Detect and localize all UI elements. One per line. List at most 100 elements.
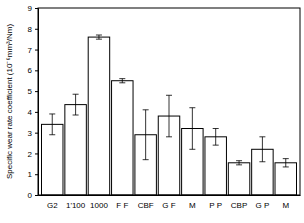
y-tick-mark	[35, 70, 38, 71]
x-tick: M	[189, 195, 196, 210]
y-tick: 3	[28, 129, 38, 138]
error-cap	[96, 39, 102, 40]
y-tick: 0	[28, 191, 38, 200]
x-tick-label: P P	[209, 201, 222, 210]
bar	[228, 163, 249, 195]
error-cap	[119, 82, 125, 83]
chart: 0 1 2 3 4 5 6 7 8 9 G2 1'100 1000 F F CBF G F M P P CBP G P…	[0, 0, 304, 223]
error-line	[145, 110, 146, 160]
y-tick-mark	[35, 174, 38, 175]
y-tick-label: 4	[28, 108, 33, 117]
y-tick: 1	[28, 170, 38, 179]
x-tick-label: F F	[116, 201, 128, 210]
error-bar	[143, 110, 149, 160]
error-line	[192, 108, 193, 150]
y-tick-label: 3	[28, 129, 33, 138]
error-bar	[283, 159, 289, 167]
error-line	[262, 137, 263, 162]
y-tick-label: 0	[28, 191, 33, 200]
x-axis-line	[39, 195, 301, 196]
error-cap	[213, 145, 219, 146]
x-tick: CBP	[231, 195, 247, 210]
y-tick: 2	[28, 150, 38, 159]
error-line	[169, 95, 170, 137]
error-cap	[189, 107, 195, 108]
x-tick: G P	[256, 195, 270, 210]
y-tick-label: 7	[28, 46, 33, 55]
y-tick-mark	[35, 91, 38, 92]
y-tick-mark	[35, 50, 38, 51]
y-axis-title: Specific wear rate coefficient (10⁻⁶mm³/…	[5, 24, 14, 179]
y-tick-label: 9	[28, 4, 33, 13]
error-cap	[49, 134, 55, 135]
bar	[88, 37, 109, 195]
x-tick-label: 1000	[90, 201, 108, 210]
error-cap	[283, 158, 289, 159]
y-axis-line	[35, 9, 39, 196]
y-tick-label: 8	[28, 25, 33, 34]
error-bar	[73, 94, 79, 115]
x-tick-label: G P	[256, 201, 270, 210]
x-tick: 1000	[90, 195, 108, 210]
error-cap	[189, 149, 195, 150]
y-tick: 5	[28, 87, 38, 96]
y-tick: 9	[28, 4, 38, 13]
y-tick: 7	[28, 46, 38, 55]
bar	[42, 124, 63, 195]
y-tick-mark	[35, 112, 38, 113]
error-bar	[236, 161, 242, 165]
y-tick-label: 5	[28, 87, 33, 96]
y-tick-mark	[35, 153, 38, 154]
x-tick: G F	[162, 195, 175, 210]
y-tick: 8	[28, 25, 38, 34]
x-tick-label: 1'100	[66, 201, 86, 210]
bar	[275, 163, 296, 195]
error-cap	[143, 159, 149, 160]
y-tick-label: 1	[28, 170, 33, 179]
error-line	[98, 35, 99, 39]
error-cap	[143, 109, 149, 110]
error-line	[215, 129, 216, 146]
x-tick: 1'100	[66, 195, 86, 210]
error-cap	[236, 164, 242, 165]
y-tick: 4	[28, 108, 38, 117]
error-bar	[189, 108, 195, 150]
x-tick-label: M	[282, 201, 289, 210]
error-line	[285, 159, 286, 167]
marks	[42, 35, 297, 195]
bar	[65, 105, 86, 195]
x-tick: G2	[47, 195, 58, 210]
x-tick-label: M	[189, 201, 196, 210]
error-bar	[259, 137, 265, 162]
error-cap	[213, 128, 219, 129]
error-cap	[283, 166, 289, 167]
y-tick-mark	[35, 8, 38, 9]
error-cap	[73, 94, 79, 95]
bar	[112, 81, 133, 195]
y-tick: 6	[28, 66, 38, 75]
error-bar	[166, 95, 172, 137]
error-line	[239, 161, 240, 165]
y-tick-mark	[35, 29, 38, 30]
x-tick: CBF	[138, 195, 154, 210]
error-line	[52, 114, 53, 135]
error-cap	[49, 113, 55, 114]
x-tick: F F	[116, 195, 128, 210]
x-axis: G2 1'100 1000 F F CBF G F M P P CBP G P M	[39, 195, 301, 210]
y-tick-label: 2	[28, 150, 33, 159]
error-cap	[119, 78, 125, 79]
x-tick: P P	[209, 195, 222, 210]
x-tick-label: G2	[47, 201, 58, 210]
error-bar	[119, 79, 125, 83]
error-line	[75, 94, 76, 115]
y-tick-mark	[35, 133, 38, 134]
x-tick-label: CBP	[231, 201, 247, 210]
x-tick-label: G F	[162, 201, 175, 210]
error-cap	[96, 35, 102, 36]
error-line	[122, 79, 123, 83]
error-bar	[96, 35, 102, 39]
error-cap	[236, 160, 242, 161]
y-tick-label: 6	[28, 66, 33, 75]
plot: 0 1 2 3 4 5 6 7 8 9 G2 1'100 1000 F F CBF G F M P P CBP G P…	[28, 4, 301, 210]
frame	[38, 8, 300, 195]
